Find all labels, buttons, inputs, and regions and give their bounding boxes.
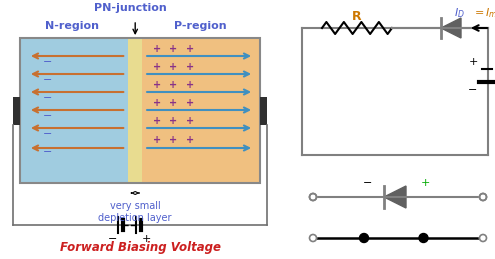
Text: +: + [153, 116, 161, 126]
Text: +: + [186, 80, 194, 90]
Text: +: + [420, 178, 430, 188]
Text: −: − [44, 57, 52, 67]
Text: +: + [186, 98, 194, 108]
Polygon shape [384, 186, 406, 208]
Text: very small
depletion layer: very small depletion layer [99, 201, 172, 224]
Text: −: − [44, 147, 52, 157]
Text: +: + [169, 62, 177, 72]
Text: +: + [153, 62, 161, 72]
Bar [13, 97, 20, 125]
Text: +: + [186, 135, 194, 145]
Text: −: − [44, 111, 52, 121]
Bar [135, 38, 260, 183]
Text: PN-junction: PN-junction [94, 3, 166, 13]
Text: N-region: N-region [45, 21, 99, 31]
Circle shape [419, 234, 428, 242]
Text: R: R [352, 10, 362, 23]
Text: $= I_{max}$: $= I_{max}$ [472, 6, 495, 20]
Text: +: + [153, 44, 161, 54]
Text: −: − [44, 129, 52, 139]
Text: +: + [186, 62, 194, 72]
Circle shape [480, 193, 487, 200]
Text: +: + [153, 80, 161, 90]
Text: +: + [186, 44, 194, 54]
Text: −: − [44, 75, 52, 85]
Circle shape [480, 234, 487, 241]
Text: P-region: P-region [174, 21, 227, 31]
Bar [20, 38, 135, 183]
Text: +: + [169, 116, 177, 126]
Text: +: + [141, 234, 150, 244]
Polygon shape [441, 18, 461, 38]
Text: +: + [169, 135, 177, 145]
Text: +: + [169, 80, 177, 90]
Text: Forward Biasing Voltage: Forward Biasing Voltage [59, 241, 220, 255]
Text: +: + [468, 57, 478, 67]
Circle shape [359, 234, 368, 242]
Bar [260, 97, 267, 125]
Text: −: − [108, 234, 118, 244]
Bar [128, 38, 142, 183]
Text: +: + [169, 98, 177, 108]
Text: +: + [153, 98, 161, 108]
Circle shape [309, 234, 316, 241]
Text: +: + [186, 116, 194, 126]
Bar [20, 38, 260, 183]
Circle shape [309, 193, 316, 200]
Text: −: − [363, 178, 373, 188]
Text: +: + [153, 135, 161, 145]
Text: −: − [468, 85, 478, 95]
Text: +: + [169, 44, 177, 54]
Text: −: − [44, 93, 52, 103]
Text: $I_D$: $I_D$ [454, 6, 465, 20]
